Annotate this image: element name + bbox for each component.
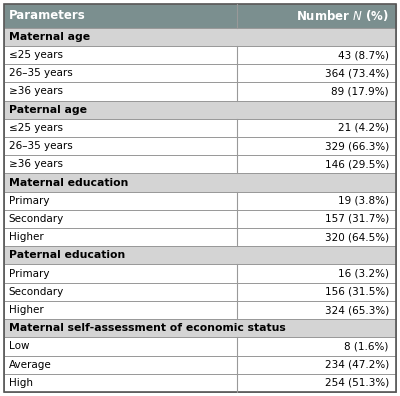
Text: 329 (66.3%): 329 (66.3%) <box>324 141 389 151</box>
Bar <box>4 155 396 173</box>
Text: ≤25 years: ≤25 years <box>9 50 63 60</box>
Text: High: High <box>9 378 33 388</box>
Bar <box>4 337 396 356</box>
Text: 16 (3.2%): 16 (3.2%) <box>338 268 389 279</box>
Bar <box>4 4 396 28</box>
Text: 43 (8.7%): 43 (8.7%) <box>338 50 389 60</box>
Text: 26–35 years: 26–35 years <box>9 141 72 151</box>
Text: Paternal education: Paternal education <box>9 250 125 261</box>
Bar <box>4 246 396 265</box>
Text: 26–35 years: 26–35 years <box>9 68 72 78</box>
Bar <box>4 119 396 137</box>
Text: Secondary: Secondary <box>9 214 64 224</box>
Text: 8 (1.6%): 8 (1.6%) <box>344 341 389 352</box>
Text: 324 (65.3%): 324 (65.3%) <box>324 305 389 315</box>
Bar <box>4 173 396 192</box>
Bar <box>4 265 396 283</box>
Bar <box>4 82 396 101</box>
Text: Maternal age: Maternal age <box>9 32 90 42</box>
Text: 320 (64.5%): 320 (64.5%) <box>325 232 389 242</box>
Bar <box>4 356 396 374</box>
Text: 157 (31.7%): 157 (31.7%) <box>324 214 389 224</box>
Text: Number $\it{N}$ (%): Number $\it{N}$ (%) <box>296 8 389 23</box>
Bar <box>4 28 396 46</box>
Text: Maternal self-assessment of economic status: Maternal self-assessment of economic sta… <box>9 323 286 333</box>
Bar <box>4 46 396 64</box>
Bar <box>4 374 396 392</box>
Text: Higher: Higher <box>9 305 44 315</box>
Bar <box>4 101 396 119</box>
Bar <box>4 283 396 301</box>
Bar <box>4 319 396 337</box>
Text: ≥36 years: ≥36 years <box>9 86 63 97</box>
Text: 234 (47.2%): 234 (47.2%) <box>324 360 389 370</box>
Text: Higher: Higher <box>9 232 44 242</box>
Bar <box>4 301 396 319</box>
Bar <box>4 228 396 246</box>
Text: 89 (17.9%): 89 (17.9%) <box>331 86 389 97</box>
Text: Low: Low <box>9 341 29 352</box>
Text: Secondary: Secondary <box>9 287 64 297</box>
Text: ≥36 years: ≥36 years <box>9 159 63 169</box>
Text: Primary: Primary <box>9 196 49 206</box>
Text: 21 (4.2%): 21 (4.2%) <box>338 123 389 133</box>
Text: 156 (31.5%): 156 (31.5%) <box>324 287 389 297</box>
Text: Parameters: Parameters <box>9 10 86 22</box>
Text: ≤25 years: ≤25 years <box>9 123 63 133</box>
Text: 254 (51.3%): 254 (51.3%) <box>324 378 389 388</box>
Text: 146 (29.5%): 146 (29.5%) <box>324 159 389 169</box>
Text: Paternal age: Paternal age <box>9 105 87 115</box>
Bar <box>4 210 396 228</box>
Bar <box>4 64 396 82</box>
Text: Maternal education: Maternal education <box>9 177 128 188</box>
Text: 364 (73.4%): 364 (73.4%) <box>324 68 389 78</box>
Text: Average: Average <box>9 360 52 370</box>
Text: 19 (3.8%): 19 (3.8%) <box>338 196 389 206</box>
Bar <box>4 137 396 155</box>
Bar <box>4 192 396 210</box>
Text: Primary: Primary <box>9 268 49 279</box>
